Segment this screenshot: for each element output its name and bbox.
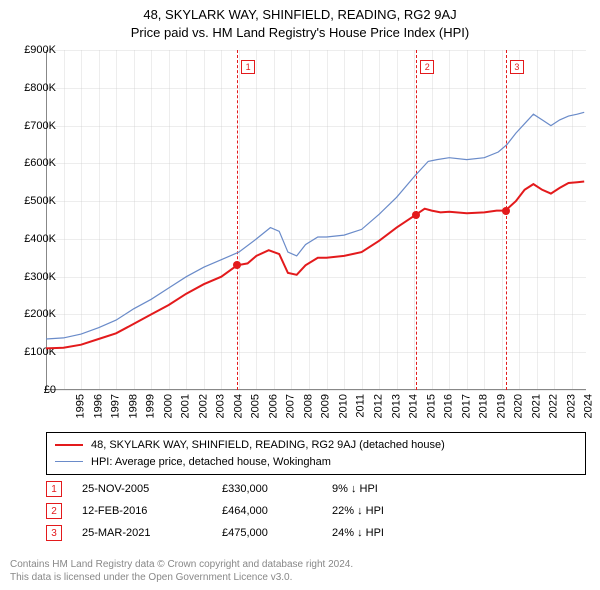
x-axis-label: 2003 [215,394,227,418]
x-axis-label: 2022 [548,394,560,418]
title-line-2: Price paid vs. HM Land Registry's House … [0,24,600,42]
x-axis-label: 2002 [197,394,209,418]
transaction-pct: 24% ↓ HPI [332,527,452,539]
x-axis-label: 2013 [390,394,402,418]
sale-marker-dot [502,207,510,215]
x-axis-label: 1995 [74,394,86,418]
x-axis-label: 2018 [478,394,490,418]
x-axis-label: 2019 [495,394,507,418]
x-axis-label: 2016 [443,394,455,418]
grid-line-y [46,390,586,391]
sale-marker-badge: 3 [510,60,524,74]
x-axis-label: 1997 [110,394,122,418]
x-axis-label: 2001 [180,394,192,418]
sale-marker-dot [233,261,241,269]
chart-plot-area: 1 2 3 [46,50,586,390]
transaction-date: 25-MAR-2021 [82,527,202,539]
legend-box: 48, SKYLARK WAY, SHINFIELD, READING, RG2… [46,432,586,475]
x-axis-label: 2017 [460,394,472,418]
x-axis-label: 2011 [354,394,366,418]
transaction-date: 25-NOV-2005 [82,483,202,495]
x-axis-label: 2008 [302,394,314,418]
legend-label: HPI: Average price, detached house, Woki… [91,454,331,471]
x-axis-label: 2006 [267,394,279,418]
x-axis-label: 2009 [320,394,332,418]
transaction-pct: 22% ↓ HPI [332,505,452,517]
x-axis-label: 2010 [337,394,349,418]
x-axis-label: 1996 [92,394,104,418]
sale-marker-badge: 2 [420,60,434,74]
chart-container: 48, SKYLARK WAY, SHINFIELD, READING, RG2… [0,0,600,590]
legend-swatch [55,461,83,462]
transaction-pct: 9% ↓ HPI [332,483,452,495]
sale-marker-dot [412,211,420,219]
transaction-price: £330,000 [222,483,312,495]
footer-line-1: Contains HM Land Registry data © Crown c… [10,558,353,571]
x-axis-label: 2012 [373,394,385,418]
x-axis-label: 1999 [145,394,157,418]
x-axis-label: 2007 [285,394,297,418]
transaction-price: £475,000 [222,527,312,539]
transaction-row: 3 25-MAR-2021 £475,000 24% ↓ HPI [46,522,586,544]
x-axis-label: 2014 [408,394,420,418]
title-block: 48, SKYLARK WAY, SHINFIELD, READING, RG2… [0,0,600,42]
transaction-row: 1 25-NOV-2005 £330,000 9% ↓ HPI [46,478,586,500]
legend-row: HPI: Average price, detached house, Woki… [55,454,577,471]
transaction-badge: 2 [46,503,62,519]
x-axis-label: 1998 [127,394,139,418]
x-axis-label: 2000 [162,394,174,418]
sale-marker-badge: 1 [241,60,255,74]
transaction-price: £464,000 [222,505,312,517]
series-hpi [46,112,584,339]
x-axis-label: 2021 [530,394,542,418]
x-axis-label: 2023 [565,394,577,418]
x-axis-label: 2004 [232,394,244,418]
footer-attribution: Contains HM Land Registry data © Crown c… [10,558,353,584]
transaction-badge: 3 [46,525,62,541]
title-line-1: 48, SKYLARK WAY, SHINFIELD, READING, RG2… [0,6,600,24]
legend-row: 48, SKYLARK WAY, SHINFIELD, READING, RG2… [55,437,577,454]
x-axis-label: 2015 [425,394,437,418]
x-axis-label: 2024 [583,394,595,418]
transactions-table: 1 25-NOV-2005 £330,000 9% ↓ HPI 2 12-FEB-2016… [46,478,586,544]
footer-line-2: This data is licensed under the Open Gov… [10,571,353,584]
legend-swatch [55,444,83,446]
x-axis-label: 2020 [513,394,525,418]
x-axis-label: 2005 [250,394,262,418]
transaction-row: 2 12-FEB-2016 £464,000 22% ↓ HPI [46,500,586,522]
legend-label: 48, SKYLARK WAY, SHINFIELD, READING, RG2… [91,437,445,454]
transaction-badge: 1 [46,481,62,497]
transaction-date: 12-FEB-2016 [82,505,202,517]
chart-svg [46,50,586,390]
